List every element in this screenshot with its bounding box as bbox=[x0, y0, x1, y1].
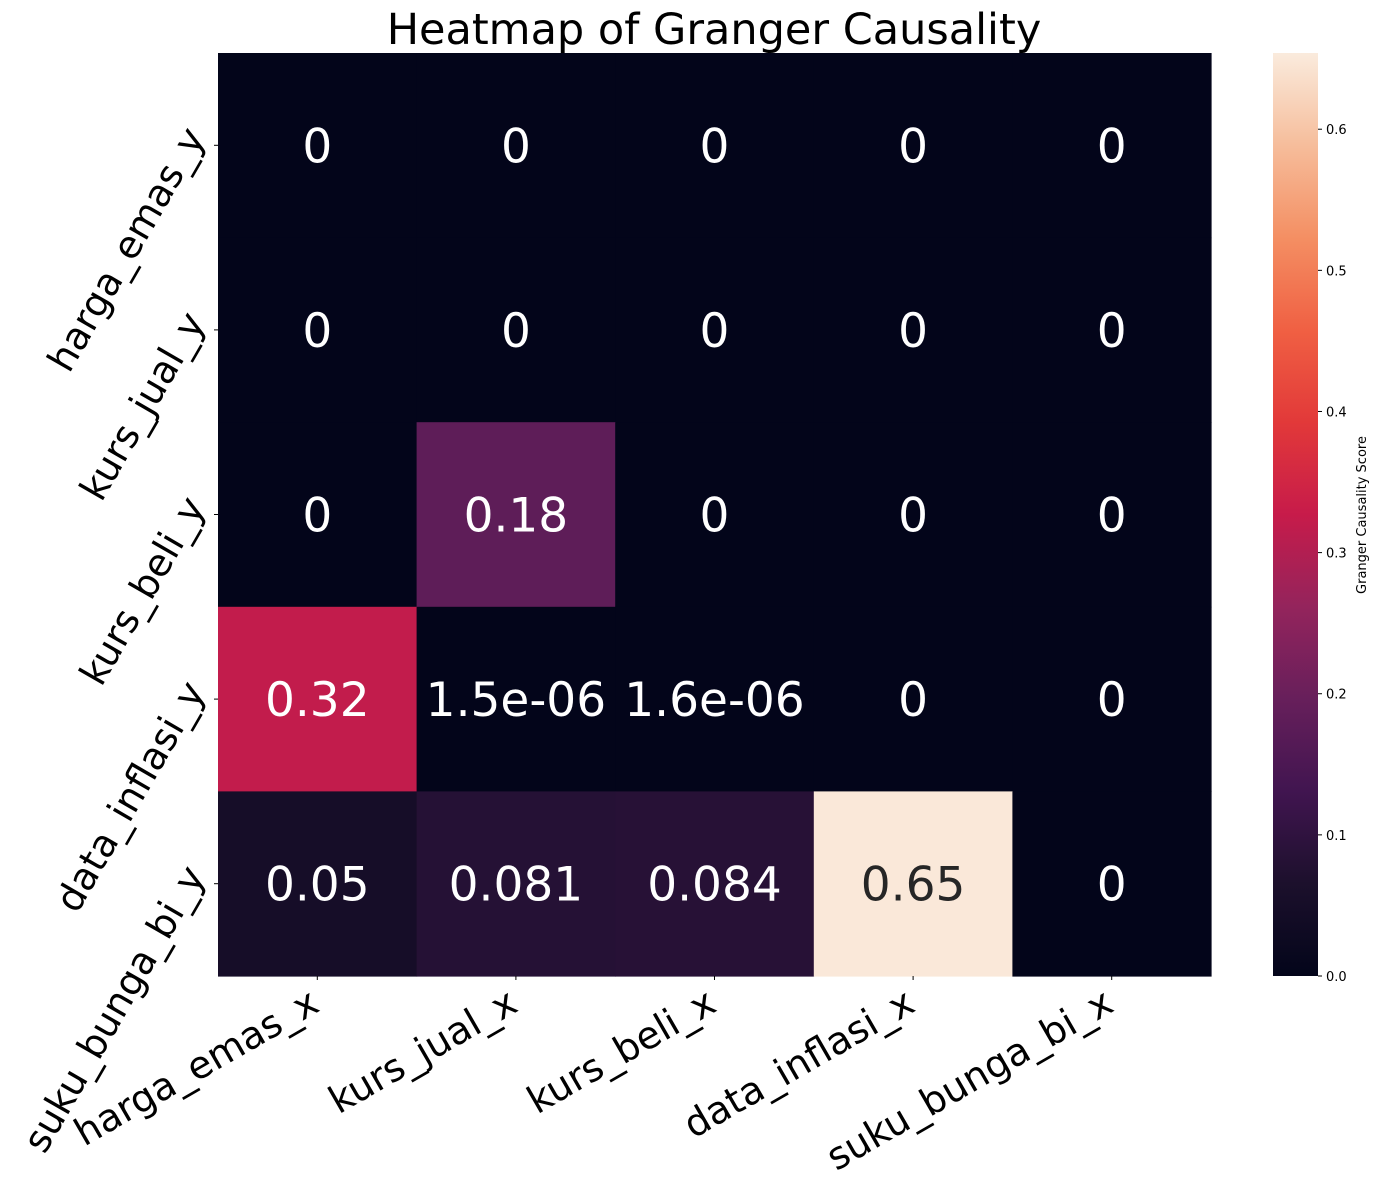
heatmap-cell bbox=[615, 422, 815, 608]
heatmap-cells bbox=[218, 53, 1212, 977]
heatmap-cell bbox=[416, 53, 616, 239]
colorbar-tick-label: 0.0 bbox=[1326, 970, 1347, 985]
cell-annotation: 0 bbox=[302, 489, 332, 544]
x-axis-ticks: harga_emas_xkurs_jual_xkurs_beli_xdata_i… bbox=[67, 976, 1120, 1179]
heatmap-cell bbox=[1012, 237, 1212, 423]
cell-annotation: 0 bbox=[1097, 673, 1127, 728]
cell-annotation: 1.5e-06 bbox=[426, 673, 606, 728]
heatmap-cell bbox=[218, 53, 418, 239]
x-tick-label: kurs_jual_x bbox=[321, 980, 524, 1123]
heatmap-cell bbox=[416, 791, 616, 977]
cell-annotation: 0 bbox=[501, 119, 531, 174]
heatmap-cell bbox=[813, 791, 1013, 977]
heatmap-cell bbox=[813, 53, 1013, 239]
heatmap-cell bbox=[813, 422, 1013, 608]
heatmap-cell bbox=[218, 791, 418, 977]
heatmap-cell bbox=[1012, 606, 1212, 792]
heatmap-cell bbox=[416, 606, 616, 792]
heatmap-cell bbox=[416, 237, 616, 423]
cell-annotation: 0 bbox=[700, 489, 730, 544]
cell-annotation: 0 bbox=[302, 119, 332, 174]
cell-annotation: 0 bbox=[1097, 858, 1127, 913]
colorbar-tick-label: 0.1 bbox=[1326, 829, 1347, 844]
cell-annotation: 0.32 bbox=[265, 673, 370, 728]
heatmap-cell bbox=[615, 791, 815, 977]
heatmap-cell bbox=[1012, 53, 1212, 239]
heatmap-cell bbox=[813, 237, 1013, 423]
cell-annotation: 0 bbox=[1097, 489, 1127, 544]
cell-annotation: 0 bbox=[700, 304, 730, 359]
heatmap-cell bbox=[416, 422, 616, 608]
cell-annotation: 0.084 bbox=[647, 858, 782, 913]
colorbar-ticks: 0.0 0.1 0.2 0.3 0.4 0.5 0.6 bbox=[1318, 123, 1347, 985]
colorbar-label: Granger Causality Score bbox=[1355, 436, 1370, 594]
heatmap-cell bbox=[615, 53, 815, 239]
heatmap-cell bbox=[218, 422, 418, 608]
cell-annotation: 0 bbox=[898, 489, 928, 544]
cell-annotation: 0 bbox=[1097, 119, 1127, 174]
cell-annotation: 0 bbox=[700, 119, 730, 174]
heatmap-cell bbox=[1012, 422, 1212, 608]
heatmap-annotations: 0 0 0 0 0 0 0 0 0 0 0 0.18 0 0 0 0.32 1.5e-06 1.6e-06 0 0 0.… bbox=[265, 119, 1127, 912]
cell-annotation: 0.05 bbox=[265, 858, 370, 913]
cell-annotation: 0 bbox=[302, 304, 332, 359]
cell-annotation: 1.6e-06 bbox=[624, 673, 804, 728]
heatmap-cell bbox=[813, 606, 1013, 792]
heatmap-cell bbox=[615, 606, 815, 792]
cell-annotation: 0.18 bbox=[464, 489, 569, 544]
heatmap-cell bbox=[1012, 791, 1212, 977]
chart-title: Heatmap of Granger Causality bbox=[387, 5, 1042, 55]
cell-annotation: 0 bbox=[1097, 304, 1127, 359]
cell-annotation: 0 bbox=[898, 673, 928, 728]
cell-annotation: 0.081 bbox=[449, 858, 584, 913]
y-axis-ticks: harga_emas_ykurs_jual_ykurs_beli_ydata_i… bbox=[14, 120, 218, 1160]
colorbar-tick-label: 0.4 bbox=[1326, 405, 1347, 420]
colorbar: 0.0 0.1 0.2 0.3 0.4 0.5 0.6 Granger Causality … bbox=[1273, 53, 1370, 985]
colorbar-tick-label: 0.6 bbox=[1326, 123, 1347, 138]
colorbar-tick-label: 0.5 bbox=[1326, 264, 1347, 279]
colorbar-gradient bbox=[1273, 53, 1318, 976]
heatmap-cell bbox=[615, 237, 815, 423]
cell-annotation: 0 bbox=[898, 119, 928, 174]
colorbar-tick-label: 0.3 bbox=[1326, 547, 1347, 562]
colorbar-tick-label: 0.2 bbox=[1326, 688, 1347, 703]
y-tick-label: kurs_beli_y bbox=[71, 489, 214, 692]
heatmap-cell bbox=[218, 606, 418, 792]
cell-annotation: 0 bbox=[898, 304, 928, 359]
cell-annotation: 0.65 bbox=[861, 858, 966, 913]
heatmap-cell bbox=[218, 237, 418, 423]
cell-annotation: 0 bbox=[501, 304, 531, 359]
